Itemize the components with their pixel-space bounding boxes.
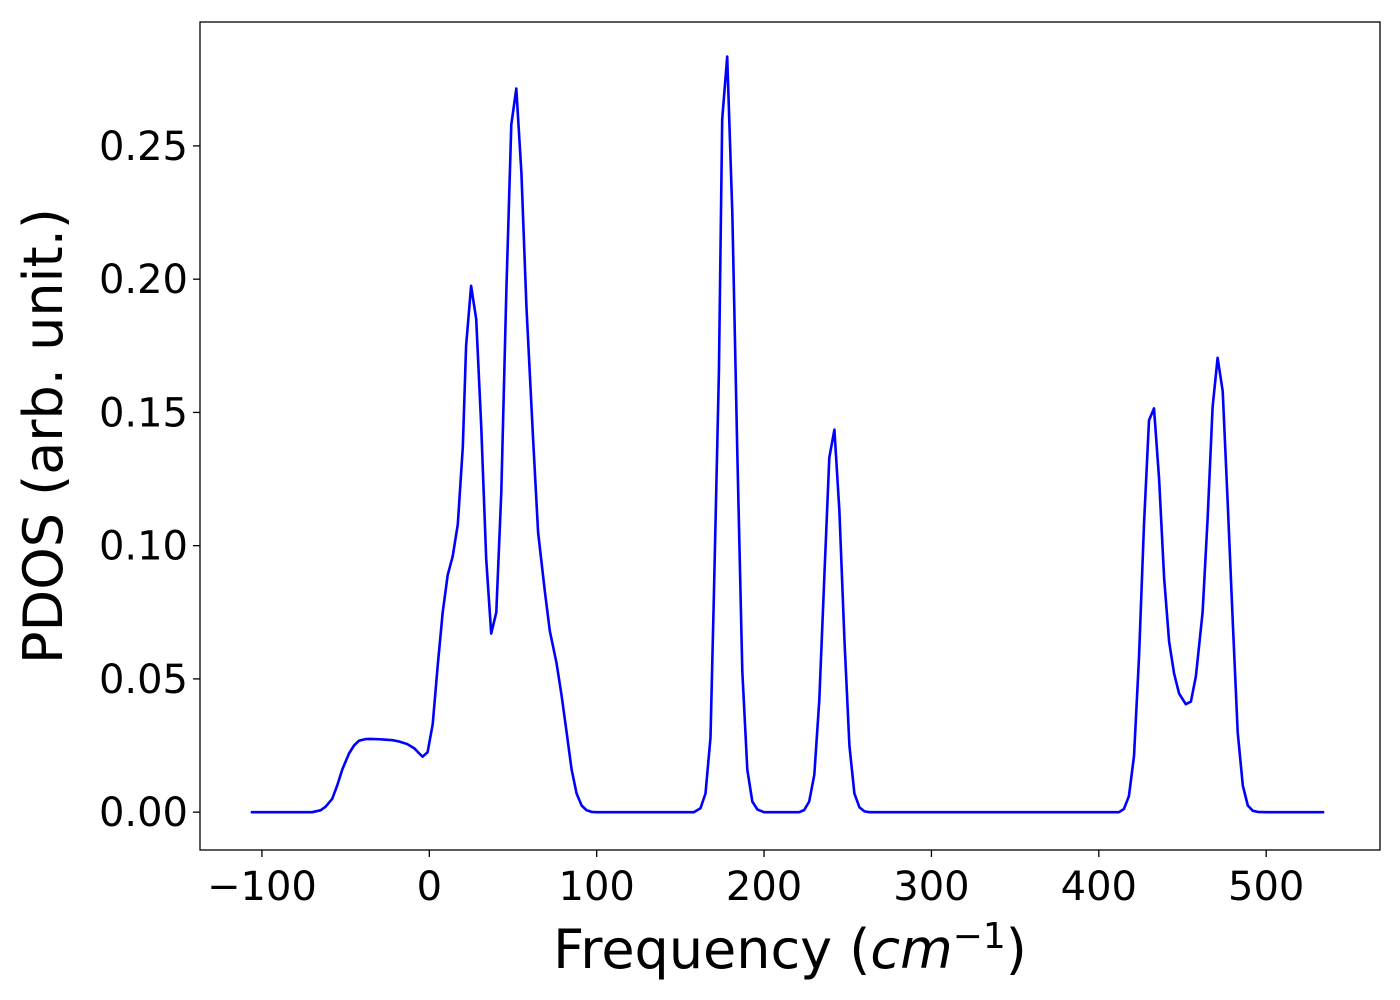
x-axis-label-text: Frequency (: [553, 918, 870, 981]
y-tick-label: 0.00: [99, 790, 188, 836]
y-axis-label: PDOS (arb. unit.): [12, 208, 75, 664]
y-tick-label: 0.25: [99, 124, 188, 170]
x-axis-label-close: ): [1006, 918, 1027, 981]
x-axis-label: Frequency (cm−1): [553, 916, 1027, 982]
x-tick-label: 300: [893, 864, 969, 910]
y-tick-label: 0.10: [99, 524, 188, 570]
x-tick-label: 0: [417, 864, 442, 910]
x-axis-label-math: cm: [870, 918, 952, 981]
plot-area: [200, 22, 1380, 850]
y-tick-label: 0.05: [99, 657, 188, 703]
x-tick-label: 500: [1228, 864, 1304, 910]
y-tick-label: 0.20: [99, 257, 188, 303]
x-tick-label: 100: [559, 864, 635, 910]
y-axis-ticks: 0.00 0.05 0.10 0.15 0.20 0.25: [99, 124, 200, 836]
y-tick-label: 0.15: [99, 390, 188, 436]
x-tick-label: −100: [207, 864, 317, 910]
pdos-series-line: [250, 55, 1325, 814]
x-tick-label: 200: [726, 864, 802, 910]
x-axis-label-exponent: −1: [953, 916, 1006, 957]
x-tick-label: 400: [1061, 864, 1137, 910]
x-axis-ticks: −100 0 100 200 300 400 500: [207, 850, 1304, 910]
plot-frame: [199, 21, 1381, 851]
